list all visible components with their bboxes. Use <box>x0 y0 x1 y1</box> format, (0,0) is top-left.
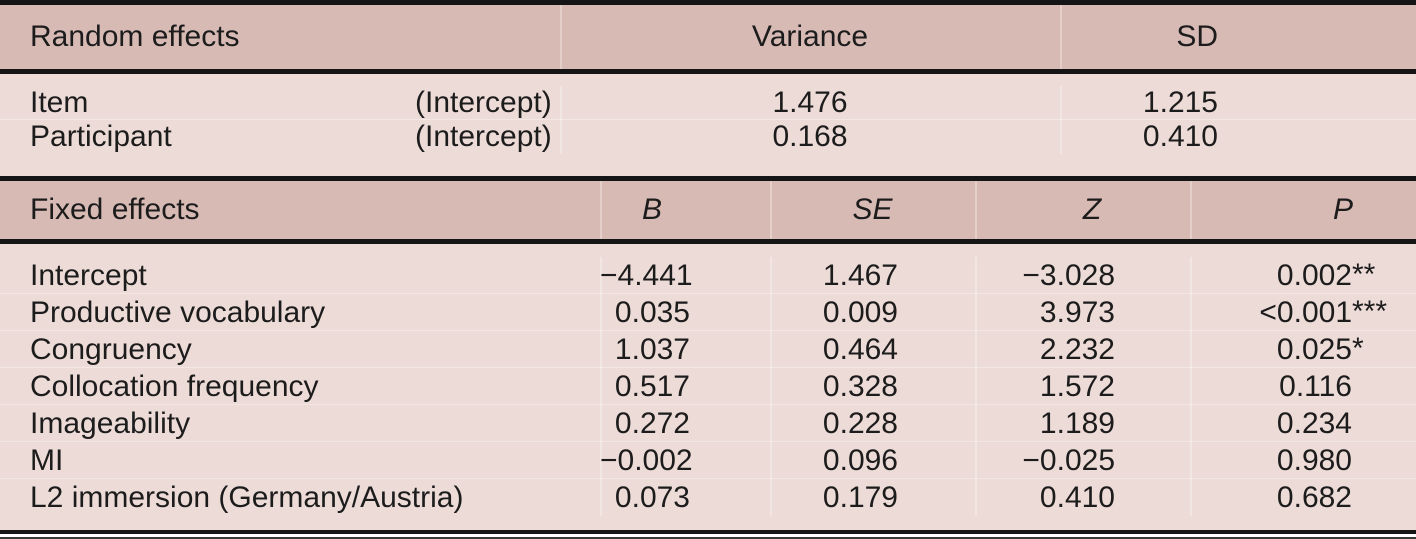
random-row-label: Item <box>30 86 89 119</box>
z-value: −3.028 <box>975 257 1190 294</box>
p-value: 0.002 ** <box>1190 257 1416 294</box>
fixed-effects-body: Intercept −4.441 1.467 −3.028 0.002 ** Pr… <box>0 244 1416 530</box>
z-value: 1.572 <box>975 368 1190 405</box>
z-value: −0.025 <box>975 442 1190 479</box>
fixed-row-label: Intercept <box>30 259 147 292</box>
z-value: 0.410 <box>975 479 1190 516</box>
fixed-row-label: Imageability <box>30 407 191 440</box>
random-row-term: (Intercept) <box>415 120 552 153</box>
b-value: 0.517 <box>600 368 770 405</box>
se-value: 0.328 <box>770 368 975 405</box>
table-row-l2-immersion: L2 immersion (Germany/Austria) 0.073 0.1… <box>0 479 1416 516</box>
fixed-row-label: Productive vocabulary <box>30 296 326 329</box>
significance-stars: ** <box>1352 258 1376 291</box>
table-row-imageability: Imageability 0.272 0.228 1.189 0.234 <box>0 405 1416 442</box>
significance-stars: * <box>1352 332 1364 365</box>
p-column-header: P <box>1190 181 1416 239</box>
random-row-term: (Intercept) <box>415 86 552 119</box>
random-body-rule <box>0 176 1416 181</box>
variance-value: 1.476 <box>560 86 1060 120</box>
table-row-congruency: Congruency 1.037 0.464 2.232 0.025 * <box>0 331 1416 368</box>
sd-column-header: SD <box>1060 5 1416 69</box>
se-column-header: SE <box>770 181 975 239</box>
z-value: 1.189 <box>975 405 1190 442</box>
table-row-collocation-frequency: Collocation frequency 0.517 0.328 1.572 … <box>0 368 1416 405</box>
se-value: 1.467 <box>770 257 975 294</box>
se-value: 0.228 <box>770 405 975 442</box>
p-value: 0.116 <box>1190 368 1416 405</box>
top-rule <box>0 0 1416 5</box>
se-value: 0.009 <box>770 294 975 331</box>
b-value: −0.002 <box>600 442 770 479</box>
significance-stars: *** <box>1352 295 1388 328</box>
fixed-row-label: Collocation frequency <box>30 370 319 403</box>
random-effects-body: Item (Intercept) 1.476 1.215 Participant… <box>0 74 1416 176</box>
random-header-rule <box>0 69 1416 74</box>
fixed-row-label: L2 immersion (Germany/Austria) <box>30 481 464 514</box>
fixed-row-label: Congruency <box>30 333 192 366</box>
fixed-effects-header-row: Fixed effects B SE Z P <box>0 181 1416 239</box>
b-value: 0.035 <box>600 294 770 331</box>
b-value: −4.441 <box>600 257 770 294</box>
variance-column-header: Variance <box>560 5 1060 69</box>
fixed-row-label: MI <box>30 444 64 477</box>
p-value: 0.025 * <box>1190 331 1416 368</box>
fixed-effects-title: Fixed effects <box>30 193 200 226</box>
random-effects-header-row: Random effects Variance SD <box>0 5 1416 69</box>
random-row-label: Participant <box>30 120 172 153</box>
z-column-header: Z <box>975 181 1190 239</box>
bottom-rule-inner <box>0 537 1416 539</box>
sd-value: 1.215 <box>1060 86 1416 120</box>
sd-value: 0.410 <box>1060 120 1416 154</box>
random-effects-title: Random effects <box>30 20 240 53</box>
p-value: <0.001 *** <box>1190 294 1416 331</box>
variance-value: 0.168 <box>560 120 1060 154</box>
p-value: 0.682 <box>1190 479 1416 516</box>
table-row-mi: MI −0.002 0.096 −0.025 0.980 <box>0 442 1416 479</box>
z-value: 3.973 <box>975 294 1190 331</box>
fixed-header-rule <box>0 239 1416 244</box>
se-value: 0.464 <box>770 331 975 368</box>
bottom-rule-outer <box>0 530 1416 534</box>
se-value: 0.096 <box>770 442 975 479</box>
z-value: 2.232 <box>975 331 1190 368</box>
bottom-rule-gap <box>0 534 1416 537</box>
b-value: 1.037 <box>600 331 770 368</box>
table-row-productive-vocabulary: Productive vocabulary 0.035 0.009 3.973 … <box>0 294 1416 331</box>
p-value: 0.234 <box>1190 405 1416 442</box>
se-value: 0.179 <box>770 479 975 516</box>
table-row-item: Item (Intercept) 1.476 1.215 <box>0 86 1416 120</box>
b-value: 0.272 <box>600 405 770 442</box>
p-value: 0.980 <box>1190 442 1416 479</box>
table-row-participant: Participant (Intercept) 0.168 0.410 <box>0 120 1416 154</box>
b-column-header: B <box>600 181 770 239</box>
table-row-intercept: Intercept −4.441 1.467 −3.028 0.002 ** <box>0 257 1416 294</box>
b-value: 0.073 <box>600 479 770 516</box>
